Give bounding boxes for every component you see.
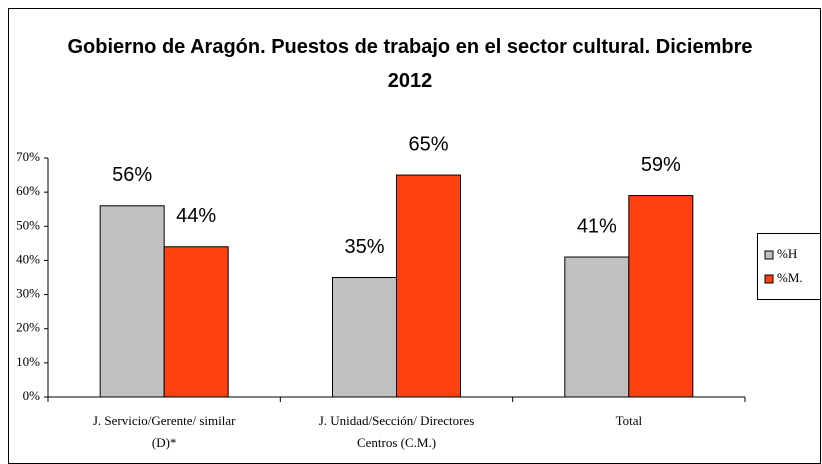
y-tick-label: 50% — [16, 217, 40, 232]
data-label: 59% — [641, 154, 681, 176]
x-tick-label: J. Unidad/Sección/ Directores Centros (C… — [318, 413, 475, 450]
x-tick-label: J. Servicio/Gerente/ similar (D)* — [92, 413, 236, 450]
bar — [332, 277, 397, 398]
legend-swatch — [764, 274, 774, 284]
bar — [163, 246, 229, 398]
bar — [99, 205, 165, 398]
data-label: 35% — [344, 236, 384, 258]
legend-label: %H — [777, 246, 797, 261]
y-tick-label: 20% — [16, 320, 40, 335]
legend-label: %M. — [777, 270, 803, 285]
data-label: 65% — [408, 133, 448, 155]
y-tick-label: 0% — [23, 388, 41, 403]
data-label: 41% — [577, 215, 617, 237]
chart-title: Gobierno de Aragón. Puestos de trabajo e… — [67, 36, 753, 92]
bar — [396, 174, 461, 398]
y-tick-label: 30% — [16, 286, 40, 301]
y-tick-label: 70% — [16, 149, 40, 164]
y-tick-label: 60% — [16, 183, 40, 198]
data-label: 44% — [176, 205, 216, 227]
bar — [564, 256, 630, 398]
data-label: 56% — [112, 164, 152, 186]
x-tick-label: Total — [615, 413, 643, 428]
legend-swatch — [764, 250, 774, 260]
legend-box — [757, 233, 821, 300]
bar — [628, 195, 694, 398]
y-tick-label: 40% — [16, 251, 40, 266]
y-tick-label: 10% — [16, 354, 40, 369]
